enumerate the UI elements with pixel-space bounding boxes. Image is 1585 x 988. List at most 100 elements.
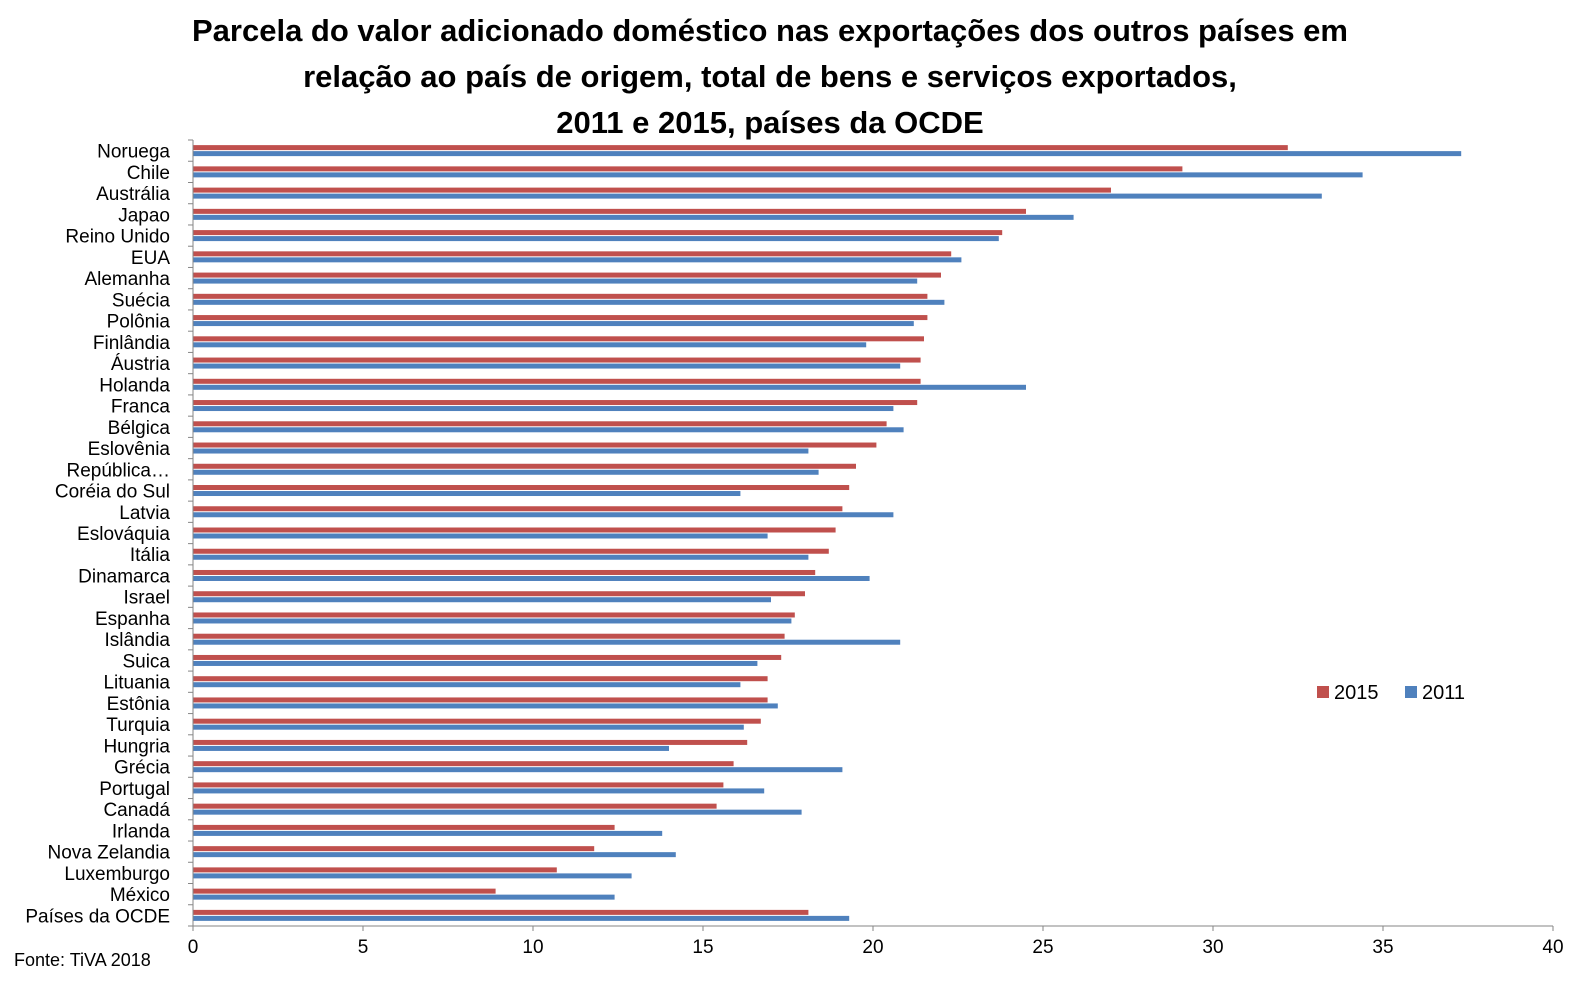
category-label: Suécia [112,290,171,311]
bar-2015 [193,315,928,321]
category-label: Franca [111,397,171,418]
bar-2011 [193,575,870,581]
x-tick-label: 25 [1032,937,1053,958]
legend-label-2011: 2011 [1422,682,1465,704]
category-label: Austrália [96,184,170,205]
category-label: Dinamarca [78,566,170,587]
bar-2015 [193,867,557,873]
x-tick-label: 15 [692,937,713,958]
category-label: Suica [122,651,170,672]
bar-2015 [193,378,921,384]
bar-2015 [193,718,761,724]
category-label: Grécia [114,758,170,779]
bar-2015 [193,166,1183,172]
bar-2015 [193,400,918,406]
category-label: Eslováquia [77,524,170,545]
bar-2011 [193,767,843,773]
bar-2015 [193,569,816,575]
bar-2015 [193,506,843,512]
bar-2015 [193,527,836,533]
x-tick-label: 0 [188,937,199,958]
x-tick-label: 40 [1542,937,1563,958]
bar-2011 [193,384,1026,390]
bar-2015 [193,463,856,469]
category-label: EUA [131,248,170,269]
category-label: Estônia [107,694,171,715]
category-label: Israel [124,588,170,609]
category-label: Alemanha [84,269,170,290]
legend-label-2015: 2015 [1334,682,1379,704]
category-label: Espanha [95,609,170,630]
category-label: Hungria [103,736,170,757]
category-label: Eslovênia [88,439,171,460]
bar-2015 [193,676,768,682]
bar-2011 [193,427,904,433]
bar-2011 [193,491,741,497]
bar-2015 [193,782,724,788]
bar-2011 [193,257,962,263]
bar-2011 [193,724,744,730]
bar-2011 [193,703,778,709]
bar-2015 [193,846,595,852]
bar-2011 [193,342,867,348]
category-label: Noruega [97,142,170,163]
bar-2011 [193,682,741,688]
category-label: Nova Zelandia [47,843,170,864]
category-label: Áustria [111,354,171,375]
bar-2011 [193,618,792,624]
bar-2011 [193,639,901,645]
bar-2015 [193,357,921,363]
bar-2015 [193,824,615,830]
category-label: México [110,885,170,906]
bar-2011 [193,172,1363,178]
bar-2011 [193,321,914,327]
category-label: Canadá [103,800,170,821]
bar-2015 [193,591,805,597]
category-label: Reino Unido [65,227,170,248]
bar-2015 [193,208,1026,214]
bar-2011 [193,809,802,815]
bar-2011 [193,469,819,475]
legend-swatch-2011 [1405,686,1417,698]
legend: 2015 2011 [1317,682,1465,704]
category-label: Turquia [106,715,170,736]
bar-2015 [193,909,809,915]
bar-2015 [193,336,924,342]
chart-title-line-2: relação ao país de origem, total de bens… [303,59,1237,94]
bar-2015 [193,654,782,660]
bar-2011 [193,788,765,794]
category-label: Itália [130,545,171,566]
category-label: Islândia [105,630,171,651]
category-label: Chile [127,163,170,184]
bar-2011 [193,406,894,412]
x-tick-label: 20 [862,937,883,958]
category-label: Japao [118,205,170,226]
category-label: Bélgica [108,418,171,439]
bar-2011 [193,448,809,454]
bar-2015 [193,251,952,257]
chart-title-line-1: Parcela do valor adicionado doméstico na… [192,13,1348,48]
bar-2015 [193,442,877,448]
bar-2011 [193,915,850,921]
source-note: Fonte: TiVA 2018 [14,950,151,970]
bar-2015 [193,888,496,894]
bar-2015 [193,612,795,618]
bar-2015 [193,145,1288,151]
category-label: República… [67,460,171,481]
bar-2011 [193,236,999,242]
category-label: Irlanda [112,821,171,842]
bar-2015 [193,739,748,745]
category-label: Finlândia [93,333,171,354]
bar-2015 [193,485,850,491]
bar-2015 [193,761,734,767]
bar-2011 [193,873,632,879]
bar-2015 [193,421,887,427]
bar-2011 [193,894,615,900]
bar-2011 [193,830,663,836]
bar-2015 [193,187,1111,193]
bar-2011 [193,151,1462,157]
bar-2015 [193,697,768,703]
category-label: Holanda [99,375,170,396]
